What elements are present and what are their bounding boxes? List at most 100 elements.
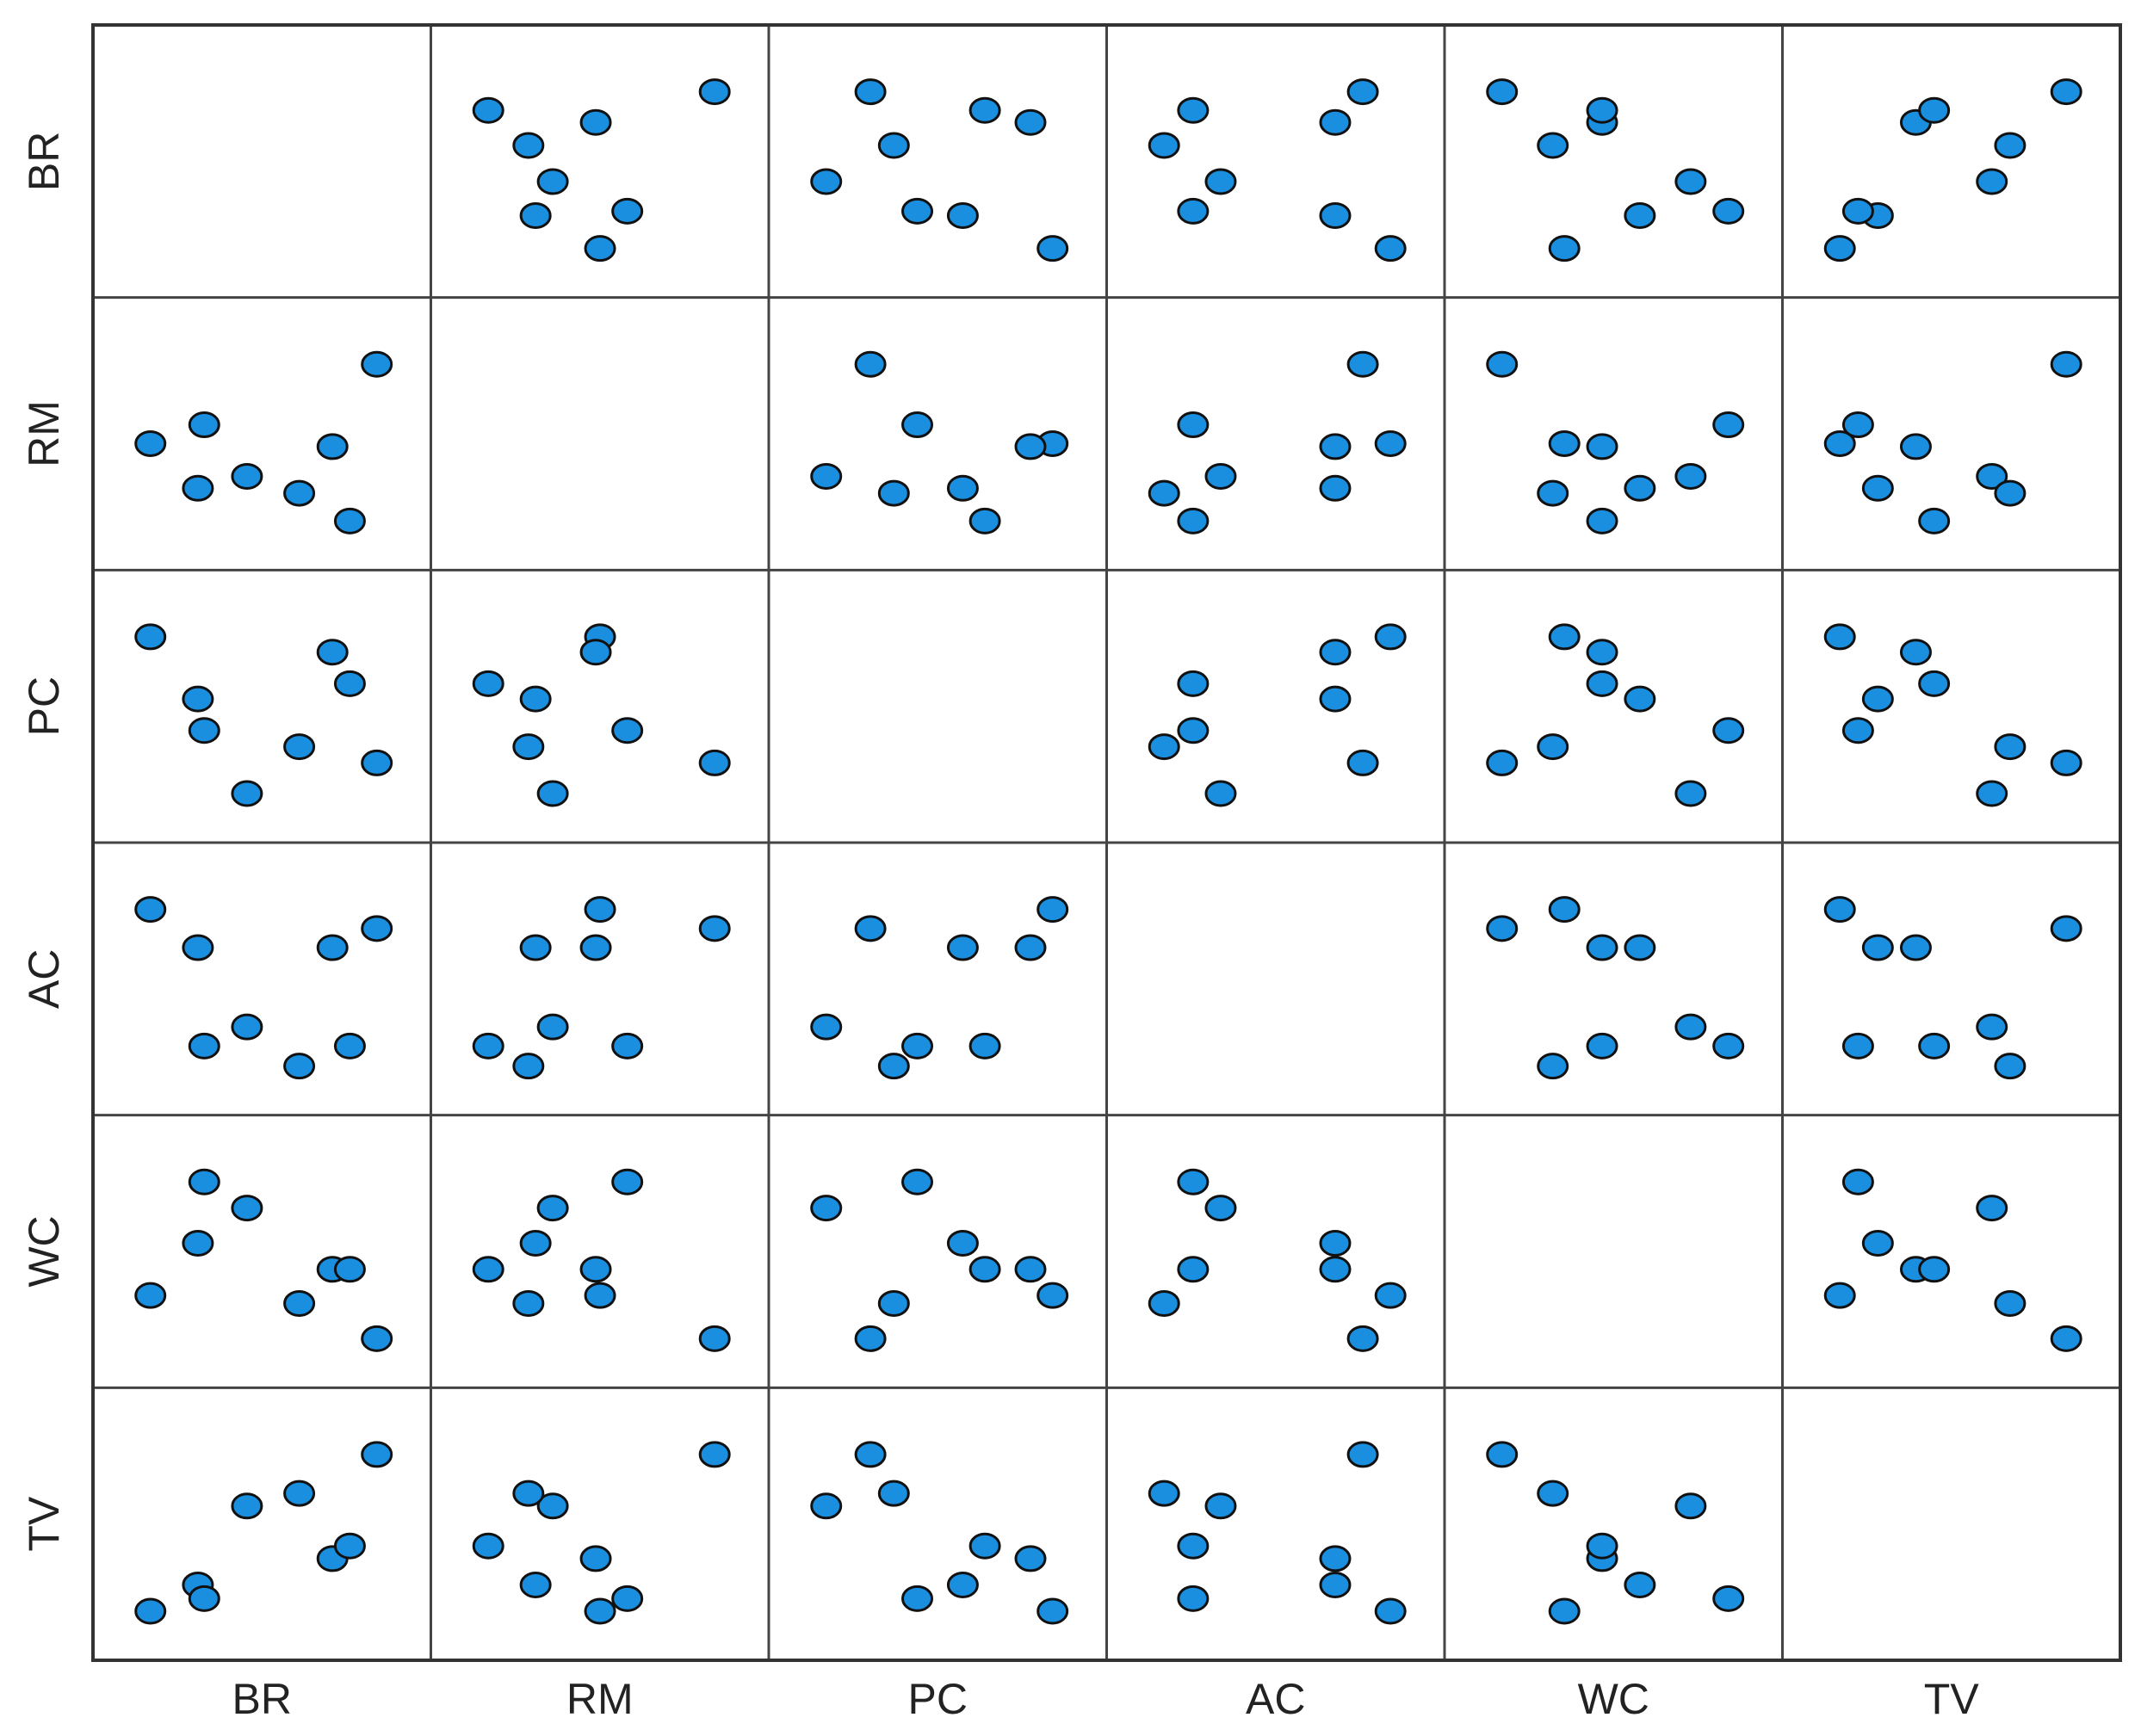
x-variable-label: AC: [1246, 1675, 1305, 1723]
plot-frame: [91, 23, 2122, 1662]
point: [188, 1032, 220, 1060]
point: [1841, 411, 1874, 439]
point: [1994, 479, 2027, 507]
point: [333, 507, 366, 534]
point: [1537, 132, 1569, 159]
point: [1712, 197, 1745, 225]
point: [1823, 1282, 1856, 1309]
point: [1177, 1532, 1210, 1560]
point: [1148, 733, 1180, 761]
point: [1586, 507, 1618, 534]
point: [1976, 1013, 2008, 1041]
point: [877, 1289, 910, 1317]
point: [182, 685, 214, 713]
point: [231, 1492, 263, 1520]
point: [1374, 235, 1407, 263]
point: [1319, 433, 1352, 460]
point: [519, 685, 552, 713]
point: [1537, 479, 1569, 507]
point: [188, 1585, 220, 1612]
point: [333, 1256, 366, 1283]
point: [611, 717, 644, 744]
point: [182, 1229, 214, 1257]
point: [1486, 1441, 1519, 1468]
point: [472, 1532, 504, 1560]
point: [472, 670, 504, 697]
point: [901, 1168, 934, 1195]
point: [968, 1256, 1001, 1283]
point: [1346, 1325, 1379, 1352]
point: [698, 1441, 731, 1468]
y-variable-label: AC: [20, 949, 68, 1009]
x-variable-label: TV: [1924, 1675, 1980, 1723]
point: [611, 1032, 644, 1060]
point: [1014, 1256, 1047, 1283]
point: [283, 1289, 316, 1317]
point: [584, 235, 616, 263]
point: [854, 1441, 887, 1468]
point: [810, 1013, 843, 1041]
point: [472, 1032, 504, 1060]
point: [968, 1032, 1001, 1060]
point: [1346, 78, 1379, 106]
point: [188, 411, 220, 439]
point: [134, 429, 167, 457]
point: [1148, 479, 1180, 507]
point: [584, 1282, 616, 1309]
point: [877, 1053, 910, 1080]
y-variable-label: PC: [20, 676, 68, 736]
point: [1036, 896, 1069, 924]
point: [1319, 1571, 1352, 1598]
point: [134, 1597, 167, 1625]
point: [1486, 350, 1519, 378]
point: [579, 934, 612, 961]
point: [1586, 670, 1618, 697]
point: [1177, 717, 1210, 744]
point: [1204, 780, 1237, 807]
point: [1918, 507, 1951, 534]
point: [1624, 474, 1656, 502]
point: [512, 1289, 545, 1317]
y-variable-label: WC: [20, 1215, 68, 1287]
point: [1994, 132, 2027, 159]
point: [1712, 717, 1745, 744]
point: [946, 201, 979, 229]
point: [584, 1597, 616, 1625]
point: [2050, 1325, 2082, 1352]
point: [519, 201, 552, 229]
point: [698, 78, 731, 106]
point: [1204, 168, 1237, 195]
point: [182, 934, 214, 961]
point: [946, 1229, 979, 1257]
point: [1148, 1480, 1180, 1507]
point: [1994, 1289, 2027, 1317]
point: [946, 934, 979, 961]
point: [231, 1013, 263, 1041]
x-variable-label: RM: [566, 1675, 634, 1723]
point: [1823, 429, 1856, 457]
point: [1346, 1441, 1379, 1468]
point: [854, 78, 887, 106]
x-variable-label: PC: [908, 1675, 968, 1723]
x-variable-label: BR: [232, 1675, 292, 1723]
point: [231, 780, 263, 807]
point: [188, 1168, 220, 1195]
point: [1177, 1168, 1210, 1195]
point: [1148, 1289, 1180, 1317]
point: [946, 474, 979, 502]
point: [1374, 1597, 1407, 1625]
point: [1374, 429, 1407, 457]
point: [1204, 462, 1237, 490]
point: [316, 639, 349, 666]
point: [1374, 623, 1407, 651]
point: [1319, 639, 1352, 666]
point: [1841, 197, 1874, 225]
point: [134, 1282, 167, 1309]
point: [1486, 749, 1519, 776]
point: [1586, 1032, 1618, 1060]
point: [1374, 1282, 1407, 1309]
point: [1319, 108, 1352, 136]
point: [512, 132, 545, 159]
